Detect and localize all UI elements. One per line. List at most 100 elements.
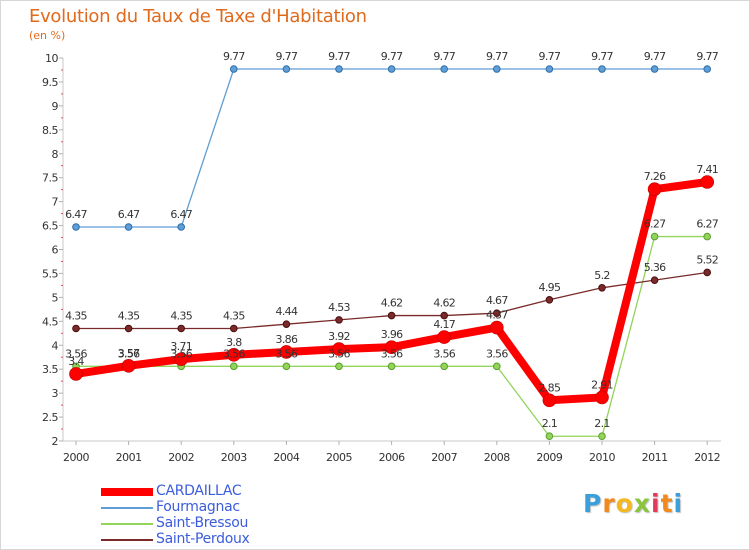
data-label: 9.77 <box>433 50 455 63</box>
data-label: 5.52 <box>696 253 718 266</box>
data-point <box>72 324 80 333</box>
data-point <box>230 324 238 333</box>
data-point <box>335 316 343 324</box>
x-tick-label: 2010 <box>589 451 615 464</box>
y-tick-label: 9 <box>52 100 59 113</box>
y-tick-label: 2.5 <box>42 411 58 424</box>
legend-swatch <box>101 488 153 496</box>
data-label: 3.71 <box>170 340 192 353</box>
data-label: 3.57 <box>118 347 140 360</box>
data-label: 3.8 <box>226 336 242 349</box>
series-cardaillac <box>69 175 715 408</box>
x-tick-label: 2000 <box>63 451 89 464</box>
data-point <box>598 284 606 292</box>
data-label: 4.95 <box>539 281 561 294</box>
data-point <box>598 432 606 441</box>
data-point <box>387 362 396 371</box>
y-tick-label: 3 <box>52 387 59 400</box>
y-tick-label: 5 <box>52 291 59 304</box>
data-label: 3.56 <box>118 347 140 360</box>
data-label: 3.56 <box>276 347 298 360</box>
data-label: 3.56 <box>433 347 455 360</box>
data-label: 3.56 <box>486 347 508 360</box>
data-label: 2.91 <box>591 378 613 391</box>
legend-swatch <box>101 523 153 525</box>
logo-letter: P <box>583 489 603 518</box>
data-point <box>282 65 291 73</box>
data-point <box>647 182 662 196</box>
data-point <box>282 362 291 371</box>
data-label: 4.53 <box>328 301 350 314</box>
data-label: 3.86 <box>276 333 298 346</box>
data-point <box>282 320 291 328</box>
data-label: 4.35 <box>170 309 192 322</box>
y-tick-label: 6 <box>52 244 59 257</box>
data-point <box>279 345 294 359</box>
data-point <box>69 367 83 381</box>
series-saint-bressou <box>72 232 712 441</box>
x-tick-label: 2009 <box>536 451 562 464</box>
data-label: 9.77 <box>276 50 298 63</box>
legend-label: Fourmagnac <box>156 499 240 515</box>
data-point <box>124 324 133 333</box>
data-label: 2.1 <box>542 417 557 430</box>
data-point <box>598 65 606 73</box>
logo-letter: i <box>673 489 684 518</box>
data-point <box>384 340 399 354</box>
data-label: 4.35 <box>65 309 87 322</box>
data-point <box>542 393 557 408</box>
data-point <box>703 232 712 241</box>
data-label: 9.77 <box>644 50 666 63</box>
data-point <box>437 330 452 344</box>
data-label: 6.47 <box>65 208 87 221</box>
axes: 2 2.5 3 3.5 4 4.5 5 5.5 6 6.5 7 7.5 8 8.5 9 9.5 10 2000 20… <box>42 52 721 464</box>
data-point <box>493 362 501 371</box>
legend-label: Saint-Bressou <box>156 515 249 531</box>
y-tick-label: 8.5 <box>42 124 58 137</box>
y-tick-label: 3.5 <box>42 363 58 376</box>
legend-swatch <box>101 507 153 509</box>
data-label: 4.67 <box>486 294 508 307</box>
series-saint-perdoux <box>72 268 712 333</box>
data-point <box>335 362 343 371</box>
data-label: 6.47 <box>118 208 140 221</box>
series-layer <box>69 65 715 441</box>
data-label: 6.27 <box>696 218 718 231</box>
data-point <box>700 175 715 189</box>
data-label: 4.37 <box>486 309 508 322</box>
data-point <box>230 362 238 371</box>
data-label: 3.92 <box>328 330 350 343</box>
proxiti-logo: Proxiti <box>583 489 683 518</box>
data-point <box>703 268 712 277</box>
data-point <box>493 65 501 73</box>
y-tick-label: 5.5 <box>42 267 58 280</box>
series-line <box>75 68 708 228</box>
data-point <box>174 352 188 366</box>
y-tick-label: 2 <box>52 435 59 448</box>
data-label: 9.77 <box>328 50 350 63</box>
x-tick-label: 2001 <box>116 451 142 464</box>
data-label: 4.62 <box>433 297 455 310</box>
data-label: 9.77 <box>486 50 508 63</box>
data-point <box>177 223 185 231</box>
data-label: 3.96 <box>381 328 403 341</box>
data-point <box>387 311 396 320</box>
data-point <box>332 342 346 356</box>
data-label: 5.36 <box>644 261 666 274</box>
data-label: 3.4 <box>68 355 84 368</box>
data-label: 4.35 <box>118 309 140 322</box>
data-point <box>440 65 449 73</box>
y-tick-label: 7.5 <box>42 172 58 185</box>
data-label: 9.77 <box>696 50 718 63</box>
legend-label: Saint-Perdoux <box>156 531 250 547</box>
data-point <box>335 65 343 73</box>
logo-letter: x <box>633 489 651 518</box>
data-point <box>493 309 501 317</box>
data-label: 3.56 <box>170 347 192 360</box>
x-tick-label: 2012 <box>694 451 720 464</box>
data-label: 9.77 <box>223 50 245 63</box>
data-label: 6.47 <box>170 208 192 221</box>
y-tick-label: 4 <box>52 339 59 352</box>
data-label: 3.56 <box>381 347 403 360</box>
